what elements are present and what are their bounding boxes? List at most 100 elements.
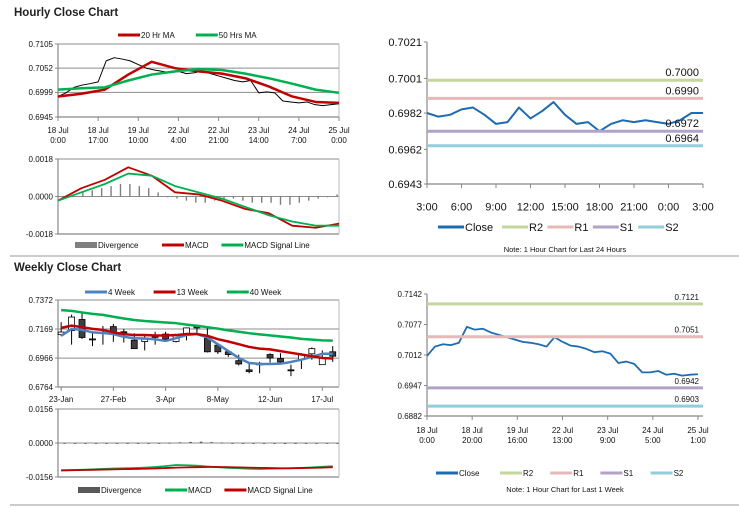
divergence-bar [84,443,87,444]
y-tick-label: 0.6945 [29,113,54,122]
divergence-bar [270,196,272,203]
x-tick-label: 24 Jul 5:00 [642,426,664,445]
divergence-bar [178,442,182,444]
chart-1: 0.0018 0.0000 -0.0018 Divergence MACD MACD Si… [26,155,340,250]
x-tick-label: 21:00 [620,201,648,213]
legend-macd-signal-line: MACD Signal Line [247,486,313,495]
y-tick-label: 0.0156 [29,405,54,414]
legend-13-week: 13 Week [177,288,209,297]
y-tick-label: 0.7169 [29,325,54,334]
x-tick-label: 3-Apr [156,395,176,404]
50-hrs-ma-line [57,67,340,95]
legend-40-week: 40 Week [250,288,282,297]
legend-s2: S2 [665,222,678,234]
divergence-bar [91,190,93,197]
r2-value-label: 0.7000 [665,67,699,79]
candle-body [308,348,316,355]
x-tick-label-line: 0:00 [419,436,435,445]
legend-close: Close [465,222,493,234]
legend-macd: MACD [185,241,209,250]
r1-value-label: 0.6990 [665,85,699,97]
divergence-bar [157,192,159,197]
divergence-bar [283,443,287,444]
x-tick-label: 18 Jul 17:00 [87,126,109,145]
x-tick-label: 9:00 [485,201,506,213]
divergence-bar [242,196,244,201]
x-tick-label-line: 23 Jul [597,426,619,435]
divergence-bar [317,196,319,199]
x-tick-label: 6:00 [451,201,472,213]
chart-3: 0.7372 0.7169 0.6966 0.6764 23-Jan 27-Feb 3-Ap… [29,288,340,404]
divergence-bar [223,196,225,199]
x-tick-label: 19 Jul 16:00 [507,426,529,445]
candle-body [266,354,274,359]
x-tick-label: 18:00 [586,201,614,213]
divergence-bar [294,443,297,444]
y-tick-label: -0.0018 [26,230,54,239]
divergence-bar [336,443,339,444]
divergence-bar [325,443,329,444]
x-tick-label-line: 27-Feb [101,395,127,404]
divergence-bar [241,443,245,444]
y-tick-label: 0.6966 [29,354,54,363]
divergence-bar [176,196,178,199]
y-tick-label: 0.7077 [398,320,423,329]
x-tick-label: 27-Feb [101,395,127,404]
x-tick-label-line: 3-Apr [156,395,176,404]
x-tick-label-line: 6:00 [451,201,472,213]
x-tick-label: 0:00 [658,201,679,213]
divergence-bar [220,442,224,444]
macd-signal-line-line [61,466,333,472]
x-tick-label-line: 3:00 [692,201,713,213]
x-tick-label-line: 16:00 [507,436,528,445]
x-tick-label: 19 Jul 10:00 [128,126,150,145]
x-tick-label: 18 Jul 0:00 [47,126,69,145]
x-tick-label-line: 18 Jul [461,426,483,435]
x-tick-label-line: 8-May [207,395,229,404]
x-tick-label-line: 3:00 [416,201,437,213]
divergence-bar [210,442,213,443]
legend-swatch [75,242,97,248]
divergence-bar [166,196,169,198]
chart-2: 0.7021 0.7001 0.6982 0.6962 0.6943 3:00 6:00 9:… [388,37,713,254]
20-hr-ma-line [57,60,340,105]
x-tick-label-line: 0:00 [50,136,66,145]
y-tick-label: 0.6982 [388,108,422,120]
y-tick-label: 0.0018 [29,155,54,164]
x-tick-label-line: 25 Jul [687,426,709,435]
y-tick-label: 0.6882 [398,412,423,421]
x-tick-label: 22 Jul 21:00 [208,126,230,145]
y-tick-label: -0.0156 [26,473,54,482]
y-tick-label: 0.7142 [398,290,423,299]
s2-value-label: 0.6964 [665,133,699,145]
close-line [426,325,699,377]
x-tick-label-line: 24 Jul [642,426,664,435]
s2-value-label: 0.6903 [675,395,700,404]
x-tick-label-line: 17:00 [88,136,109,145]
13-week-line [60,324,333,360]
x-tick-label-line: 25 Jul [328,126,350,135]
x-tick-label-line: 9:00 [600,436,616,445]
x-tick-label-line: 0:00 [658,201,679,213]
legend-s2: S2 [674,469,684,478]
legend-s1: S1 [623,469,633,478]
x-tick-label-line: 9:00 [485,201,506,213]
candle-body [89,338,96,341]
divergence-bar [148,188,150,197]
x-tick-label: 17-Jul [311,395,333,404]
x-tick-label-line: 19 Jul [507,426,529,435]
legend-macd-signal-line: MACD Signal Line [244,241,310,250]
legend-macd: MACD [188,486,212,495]
x-tick-label-line: 13:00 [552,436,573,445]
y-tick-label: 0.0000 [29,192,54,201]
divergence-bar [115,443,119,444]
candle-body [245,369,253,372]
x-tick-label-line: 24 Jul [288,126,310,135]
x-tick-label: 18 Jul 20:00 [461,426,483,445]
legend-close: Close [459,469,480,478]
chart-note: Note: 1 Hour Chart for Last 1 Week [506,485,624,494]
y-tick-label: 0.6764 [29,383,54,392]
divergence-bar [129,184,131,197]
